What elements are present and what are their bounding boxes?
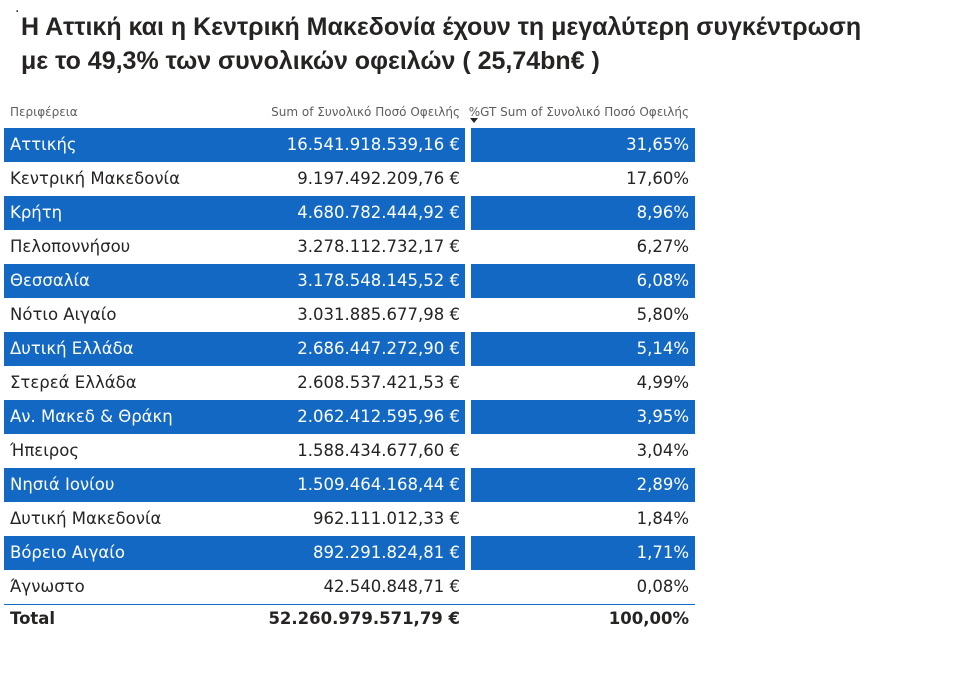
column-gap xyxy=(465,400,471,434)
table-row[interactable]: Αν. Μακεδ & Θράκη 2.062.412.595,96 € 3,95% xyxy=(4,400,695,434)
amount-cell: 892.291.824,81 € xyxy=(313,543,460,562)
region-cell: Κεντρική Μακεδονία xyxy=(10,169,180,188)
percent-cell: 3,95% xyxy=(636,407,689,426)
percent-cell: 5,14% xyxy=(636,339,689,358)
amount-cell: 1.509.464.168,44 € xyxy=(297,475,460,494)
amount-cell: 2.686.447.272,90 € xyxy=(297,339,460,358)
table-row[interactable]: Στερεά Ελλάδα 2.608.537.421,53 € 4,99% xyxy=(4,366,695,400)
region-cell: Αττικής xyxy=(10,135,77,154)
percent-cell: 0,08% xyxy=(636,577,689,596)
column-gap xyxy=(465,332,471,366)
percent-cell: 4,99% xyxy=(636,373,689,392)
region-cell: Άγνωστο xyxy=(10,577,85,596)
total-percent: 100,00% xyxy=(608,609,689,628)
percent-cell: 1,84% xyxy=(636,509,689,528)
table-row[interactable]: Κεντρική Μακεδονία 9.197.492.209,76 € 17,6… xyxy=(4,162,695,196)
table-row[interactable]: Νότιο Αιγαίο 3.031.885.677,98 € 5,80% xyxy=(4,298,695,332)
region-cell: Νότιο Αιγαίο xyxy=(10,305,117,324)
table-row[interactable]: Δυτική Ελλάδα 2.686.447.272,90 € 5,14% xyxy=(4,332,695,366)
percent-cell: 5,80% xyxy=(636,305,689,324)
total-label: Total xyxy=(10,609,56,628)
percent-cell: 31,65% xyxy=(626,135,689,154)
column-gap xyxy=(465,196,471,230)
region-cell: Κρήτη xyxy=(10,203,63,222)
amount-cell: 4.680.782.444,92 € xyxy=(297,203,460,222)
page-title: Η Αττική και η Κεντρική Μακεδονία έχουν … xyxy=(21,10,861,78)
percent-cell: 3,04% xyxy=(636,441,689,460)
title-dot-mark: · xyxy=(15,4,20,20)
table-row[interactable]: Αττικής 16.541.918.539,16 € 31,65% xyxy=(4,128,695,162)
table-row[interactable]: Νησιά Ιονίου 1.509.464.168,44 € 2,89% xyxy=(4,468,695,502)
region-cell: Πελοποννήσου xyxy=(10,237,131,256)
table-body: Αττικής 16.541.918.539,16 € 31,65% Κεντρική… xyxy=(4,128,695,604)
table-row[interactable]: Ήπειρος 1.588.434.677,60 € 3,04% xyxy=(4,434,695,468)
column-gap xyxy=(465,536,471,570)
column-header-percent[interactable]: %GT Sum of Συνολικό Ποσό Οφειλής xyxy=(468,105,689,119)
percent-cell: 2,89% xyxy=(636,475,689,494)
table-row[interactable]: Άγνωστο 42.540.848,71 € 0,08% xyxy=(4,570,695,604)
region-cell: Δυτική Μακεδονία xyxy=(10,509,162,528)
sort-descending-icon xyxy=(470,118,478,123)
amount-cell: 42.540.848,71 € xyxy=(323,577,460,596)
page-title-line-2: με το 49,3% των συνολικών οφειλών ( 25,7… xyxy=(21,47,600,75)
table-row[interactable]: Δυτική Μακεδονία 962.111.012,33 € 1,84% xyxy=(4,502,695,536)
amount-cell: 1.588.434.677,60 € xyxy=(297,441,460,460)
percent-cell: 6,27% xyxy=(636,237,689,256)
region-cell: Στερεά Ελλάδα xyxy=(10,373,137,392)
table-total-row: Total 52.260.979.571,79 € 100,00% xyxy=(4,604,695,632)
table-row[interactable]: Κρήτη 4.680.782.444,92 € 8,96% xyxy=(4,196,695,230)
column-header-region[interactable]: Περιφέρεια xyxy=(10,105,78,119)
percent-cell: 8,96% xyxy=(636,203,689,222)
region-cell: Βόρειο Αιγαίο xyxy=(10,543,125,562)
amount-cell: 3.031.885.677,98 € xyxy=(297,305,460,324)
region-cell: Ήπειρος xyxy=(10,441,80,460)
total-amount: 52.260.979.571,79 € xyxy=(268,609,460,628)
table-row[interactable]: Θεσσαλία 3.178.548.145,52 € 6,08% xyxy=(4,264,695,298)
region-cell: Θεσσαλία xyxy=(10,271,90,290)
column-gap xyxy=(465,468,471,502)
page-title-line-1: Η Αττική και η Κεντρική Μακεδονία έχουν … xyxy=(21,13,862,41)
column-gap xyxy=(465,128,471,162)
column-header-amount[interactable]: Sum of Συνολικό Ποσό Οφειλής xyxy=(271,105,460,119)
amount-cell: 16.541.918.539,16 € xyxy=(286,135,460,154)
amount-cell: 3.278.112.732,17 € xyxy=(297,237,460,256)
region-cell: Νησιά Ιονίου xyxy=(10,475,115,494)
table-row[interactable]: Πελοποννήσου 3.278.112.732,17 € 6,27% xyxy=(4,230,695,264)
amount-cell: 9.197.492.209,76 € xyxy=(297,169,460,188)
amount-cell: 962.111.012,33 € xyxy=(313,509,460,528)
amount-cell: 2.062.412.595,96 € xyxy=(297,407,460,426)
percent-cell: 17,60% xyxy=(626,169,689,188)
region-cell: Δυτική Ελλάδα xyxy=(10,339,134,358)
amount-cell: 3.178.548.145,52 € xyxy=(297,271,460,290)
amount-cell: 2.608.537.421,53 € xyxy=(297,373,460,392)
region-cell: Αν. Μακεδ & Θράκη xyxy=(10,407,173,426)
table-row[interactable]: Βόρειο Αιγαίο 892.291.824,81 € 1,71% xyxy=(4,536,695,570)
percent-cell: 1,71% xyxy=(636,543,689,562)
debt-by-region-table: Περιφέρεια Sum of Συνολικό Ποσό Οφειλής … xyxy=(4,101,695,632)
percent-cell: 6,08% xyxy=(636,271,689,290)
column-gap xyxy=(465,264,471,298)
table-header: Περιφέρεια Sum of Συνολικό Ποσό Οφειλής … xyxy=(4,101,695,128)
